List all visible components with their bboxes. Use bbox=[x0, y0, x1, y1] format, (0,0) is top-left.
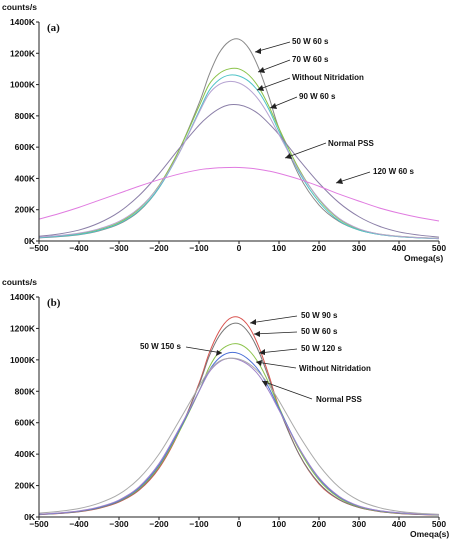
x-tick-label: −300 bbox=[109, 519, 128, 529]
y-tick-label: 200K bbox=[15, 481, 36, 491]
panel-a-annotation-5: 120 W 60 s bbox=[335, 167, 414, 184]
panel-b-tag: (b) bbox=[47, 297, 61, 309]
series-line-50-w-90-s bbox=[38, 316, 440, 516]
y-tick-label: 800K bbox=[15, 386, 36, 396]
y-tick-label: 0K bbox=[24, 236, 36, 246]
x-tick-label: 0 bbox=[237, 519, 242, 529]
panel-a-x-axis-label: Omega(s) bbox=[404, 253, 443, 263]
y-tick-label: 400K bbox=[15, 449, 36, 459]
panel-b-annotation-3: 50 W 150 s bbox=[140, 342, 223, 356]
panel-b-annotation-1: 50 W 60 s bbox=[253, 327, 338, 337]
panel-b-annotation-2: 50 W 120 s bbox=[258, 344, 342, 355]
y-tick-label: 200K bbox=[15, 205, 36, 215]
y-tick-label: 600K bbox=[15, 142, 36, 152]
x-tick-label: 0 bbox=[237, 243, 242, 253]
panel-b-annotation-4: Without Nitridation bbox=[255, 360, 371, 373]
panel-a-y-ticks: 0K 200K 400K 600K 800K 1000K 1200K 1400K bbox=[10, 17, 39, 246]
x-tick-label: −400 bbox=[69, 243, 88, 253]
x-tick-label: −300 bbox=[109, 243, 128, 253]
panel-a-y-unit-label: counts/s bbox=[2, 2, 37, 12]
series-line-70-w-60-s bbox=[38, 67, 440, 239]
series-line-50-w-60-s bbox=[38, 322, 440, 516]
panel-b-curves bbox=[38, 316, 440, 516]
annotation-label: 90 W 60 s bbox=[299, 92, 336, 101]
panel-b-y-ticks: 0K 200K 400K 600K 800K 1000K 1200K 1400K bbox=[10, 292, 39, 522]
annotation-label: 50 W 90 s bbox=[301, 311, 338, 320]
series-line-normal-pss bbox=[38, 357, 440, 516]
panel-a-annotation-4: Normal PSS bbox=[284, 139, 374, 159]
y-tick-label: 400K bbox=[15, 173, 36, 183]
y-tick-label: 1400K bbox=[10, 17, 36, 27]
x-tick-label: −500 bbox=[29, 243, 48, 253]
x-tick-label: 100 bbox=[272, 519, 286, 529]
y-tick-label: 1200K bbox=[10, 48, 36, 58]
series-line-normal-pss bbox=[38, 80, 440, 239]
annotation-label: 70 W 60 s bbox=[292, 55, 329, 64]
annotation-label: 50 W 60 s bbox=[301, 327, 338, 336]
x-tick-label: −100 bbox=[189, 519, 208, 529]
x-tick-label: 500 bbox=[432, 519, 446, 529]
x-tick-label: −500 bbox=[29, 519, 48, 529]
x-tick-label: 400 bbox=[392, 519, 406, 529]
x-tick-label: 500 bbox=[432, 243, 446, 253]
panel-b-chart: counts/s (b) 0K 200K 400K 600K 800K 1000K 1200… bbox=[2, 277, 449, 539]
series-line-120-w-60-s bbox=[38, 166, 440, 222]
panel-b-y-unit-label: counts/s bbox=[2, 277, 37, 287]
series-line-50-w-120-s bbox=[38, 343, 440, 516]
panel-b-annotation-5: Normal PSS bbox=[261, 380, 362, 404]
x-tick-label: −100 bbox=[189, 243, 208, 253]
y-tick-label: 1000K bbox=[10, 355, 36, 365]
x-tick-label: 300 bbox=[352, 519, 366, 529]
x-tick-label: −200 bbox=[149, 519, 168, 529]
x-tick-label: 200 bbox=[312, 519, 326, 529]
panel-a-annotation-1: 70 W 60 s bbox=[257, 55, 329, 73]
y-tick-label: 0K bbox=[24, 512, 36, 522]
panel-b-annotation-0: 50 W 90 s bbox=[249, 311, 338, 325]
x-tick-label: 100 bbox=[272, 243, 286, 253]
panel-a-curves bbox=[38, 38, 440, 240]
panel-b-x-ticks: −500 −400 −300 −200 −100 0 100 200 300 400 500 bbox=[29, 517, 446, 529]
annotation-label: 50 W 60 s bbox=[292, 37, 329, 46]
annotation-label: 50 W 120 s bbox=[301, 344, 342, 353]
panel-a-tag: (a) bbox=[47, 22, 60, 34]
x-tick-label: 300 bbox=[352, 243, 366, 253]
x-tick-label: 200 bbox=[312, 243, 326, 253]
panel-a-annotation-0: 50 W 60 s bbox=[254, 37, 329, 54]
y-tick-label: 800K bbox=[15, 111, 36, 121]
panel-b-x-axis-label: Omeqa(s) bbox=[410, 529, 449, 539]
annotation-label: 120 W 60 s bbox=[373, 167, 414, 176]
y-tick-label: 1000K bbox=[10, 80, 36, 90]
series-line-without-nitridation bbox=[38, 351, 440, 516]
annotation-label: Normal PSS bbox=[316, 395, 362, 404]
series-line-90-w-60-s bbox=[38, 103, 440, 238]
y-tick-label: 1400K bbox=[10, 292, 36, 302]
y-tick-label: 600K bbox=[15, 418, 36, 428]
x-tick-label: −200 bbox=[149, 243, 168, 253]
series-line-50-w-150-s bbox=[38, 357, 440, 515]
panel-a-chart: counts/s (a) 0K 200K 400K 600K 800K 1000K 1200… bbox=[2, 2, 446, 263]
y-tick-label: 1200K bbox=[10, 323, 36, 333]
panel-a-x-ticks: −500 −400 −300 −200 −100 0 100 200 300 400 500 bbox=[29, 241, 446, 253]
x-tick-label: 400 bbox=[392, 243, 406, 253]
panel-a-annotation-3: 90 W 60 s bbox=[269, 92, 336, 109]
annotation-label: Without Nitridation bbox=[299, 364, 371, 373]
x-tick-label: −400 bbox=[69, 519, 88, 529]
series-line-without-nitridation bbox=[38, 74, 440, 240]
panel-a-annotation-2: Without Nitridation bbox=[256, 73, 364, 91]
annotation-label: 50 W 150 s bbox=[140, 342, 181, 351]
annotation-label: Normal PSS bbox=[328, 139, 374, 148]
annotation-label: Without Nitridation bbox=[292, 73, 364, 82]
